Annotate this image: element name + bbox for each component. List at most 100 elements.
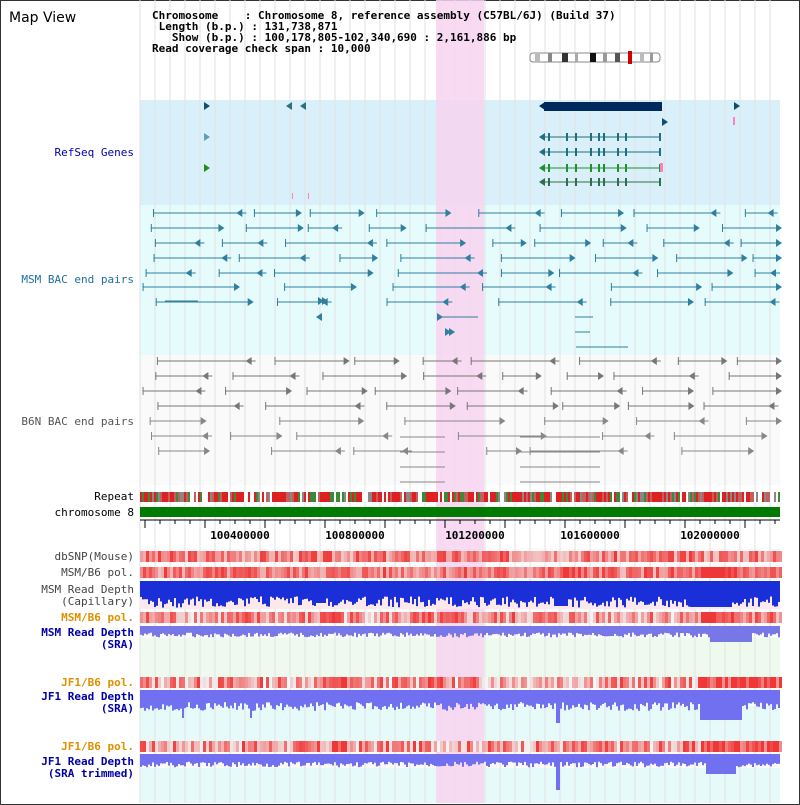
repeat-segment: [648, 492, 650, 502]
heat-cell: [728, 612, 731, 623]
bac-end: [500, 269, 502, 277]
depth-bar: [298, 581, 300, 606]
heat-cell: [731, 612, 734, 623]
depth-bar: [390, 581, 392, 600]
heat-cell: [308, 612, 311, 623]
msm-bac-label[interactable]: MSM BAC end pairs: [21, 273, 134, 286]
depth-bar: [344, 626, 346, 637]
depth-bar: [200, 581, 202, 600]
jf1-b6-pol-label[interactable]: JF1/B6 pol.: [61, 676, 134, 689]
heat-cell: [515, 677, 518, 688]
repeat-segment: [272, 492, 274, 502]
dbsnp-label[interactable]: dbSNP(Mouse): [54, 550, 134, 563]
depth-bar: [188, 754, 190, 762]
heat-cell: [251, 551, 254, 562]
heat-cell: [767, 567, 770, 578]
heat-cell: [533, 567, 536, 578]
msm-b6-pol-2-label[interactable]: MSM/B6 pol.: [61, 611, 134, 624]
heat-cell: [170, 567, 173, 578]
heat-cell: [767, 612, 770, 623]
depth-bar: [574, 581, 576, 598]
depth-bar: [160, 581, 162, 602]
depth-bar: [216, 626, 218, 635]
depth-bar: [714, 754, 716, 774]
depth-bar: [446, 626, 448, 636]
depth-bar: [234, 581, 236, 605]
depth-bar: [186, 626, 188, 633]
depth-bar: [208, 690, 210, 703]
depth-bar: [540, 690, 542, 709]
depth-bar: [328, 754, 330, 764]
depth-bar: [558, 626, 560, 634]
heat-cell: [371, 612, 374, 623]
heat-cell: [557, 677, 560, 688]
b6n-bac-label[interactable]: B6N BAC end pairs: [21, 415, 134, 428]
heat-cell: [749, 677, 752, 688]
heat-cell: [254, 612, 257, 623]
depth-bar: [148, 581, 150, 605]
heat-cell: [386, 551, 389, 562]
depth-bar: [394, 754, 396, 763]
heat-cell: [314, 741, 317, 752]
bac-end: [745, 417, 747, 425]
msm-b6-pol-label[interactable]: MSM/B6 pol.: [61, 566, 134, 579]
repeat-segment: [474, 492, 476, 502]
depth-bar: [246, 581, 248, 599]
msm-depth-capillary-label[interactable]: MSM Read Depth (Capillary): [41, 584, 134, 608]
bac-end-arrow: [549, 357, 556, 365]
refseq-genes-label[interactable]: RefSeq Genes: [54, 146, 134, 159]
heat-cell: [635, 741, 638, 752]
depth-bar: [276, 581, 278, 597]
heat-cell: [692, 567, 695, 578]
depth-bar: [406, 626, 408, 633]
repeat-segment: [580, 492, 582, 502]
heat-cell: [620, 567, 623, 578]
heat-cell: [302, 612, 305, 623]
heat-cell: [479, 741, 482, 752]
repeat-segment: [562, 492, 564, 502]
bac-end: [276, 298, 278, 306]
depth-bar: [340, 754, 342, 764]
bac-end: [466, 402, 468, 410]
heat-cell: [509, 612, 512, 623]
heat-cell: [425, 551, 428, 562]
depth-bar: [208, 626, 210, 638]
depth-bar: [258, 581, 260, 603]
depth-bar: [620, 754, 622, 762]
depth-bar: [236, 754, 238, 767]
heat-cell: [719, 612, 722, 623]
bac-end: [150, 224, 152, 232]
jf1-depth-trimmed-label[interactable]: JF1 Read Depth (SRA trimmed): [41, 756, 134, 780]
bac-end-arrow: [202, 432, 209, 440]
heat-cell: [446, 567, 449, 578]
depth-bar: [510, 626, 512, 635]
depth-bar: [534, 581, 536, 597]
depth-bar: [406, 754, 408, 768]
heat-cell: [374, 551, 377, 562]
heat-cell: [380, 741, 383, 752]
heat-cell: [497, 551, 500, 562]
depth-bar: [272, 581, 274, 598]
bac-end-arrow: [748, 447, 755, 455]
repeat-segment: [508, 492, 510, 502]
depth-bar: [466, 754, 468, 765]
msm-depth-sra-label[interactable]: MSM Read Depth (SRA): [41, 627, 134, 651]
heat-cell: [584, 741, 587, 752]
heat-cell: [656, 612, 659, 623]
heat-cell: [212, 612, 215, 623]
jf1-depth-sra-label[interactable]: JF1 Read Depth (SRA): [41, 691, 134, 715]
depth-bar: [566, 626, 568, 636]
depth-bar: [362, 626, 364, 635]
bac-end-arrow: [723, 239, 730, 247]
repeat-segment: [454, 492, 456, 502]
repeat-segment: [742, 492, 744, 502]
depth-bar: [298, 690, 300, 711]
repeat-segment: [366, 492, 368, 502]
heat-cell: [389, 612, 392, 623]
jf1-b6-pol-2-label[interactable]: JF1/B6 pol.: [61, 740, 134, 753]
depth-bar: [602, 690, 604, 704]
heat-cell: [197, 567, 200, 578]
heat-cell: [218, 567, 221, 578]
depth-bar: [502, 754, 504, 765]
